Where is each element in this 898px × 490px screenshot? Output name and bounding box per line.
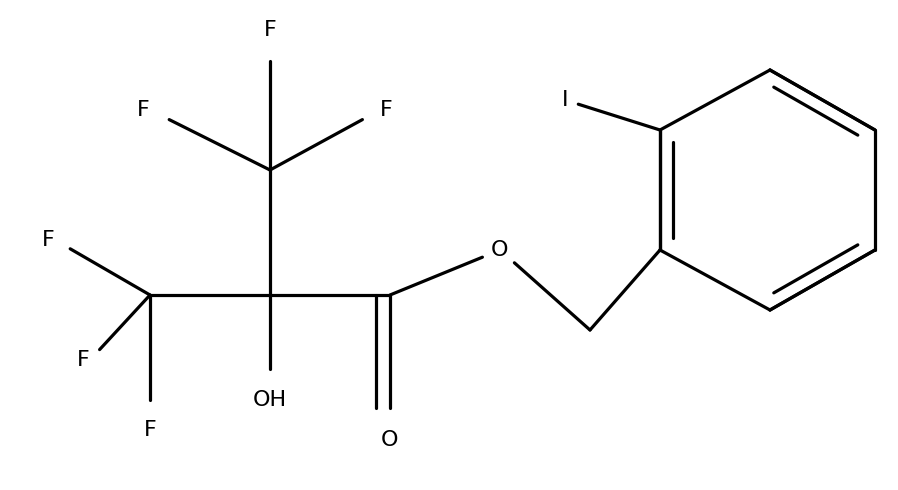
Text: F: F bbox=[42, 230, 55, 250]
Text: F: F bbox=[264, 20, 277, 40]
Text: O: O bbox=[382, 430, 399, 450]
Text: O: O bbox=[491, 240, 509, 260]
Text: I: I bbox=[562, 90, 568, 110]
Text: F: F bbox=[137, 100, 150, 120]
Text: F: F bbox=[144, 420, 156, 440]
Text: F: F bbox=[77, 350, 90, 370]
Text: F: F bbox=[380, 100, 392, 120]
Text: OH: OH bbox=[253, 390, 287, 410]
